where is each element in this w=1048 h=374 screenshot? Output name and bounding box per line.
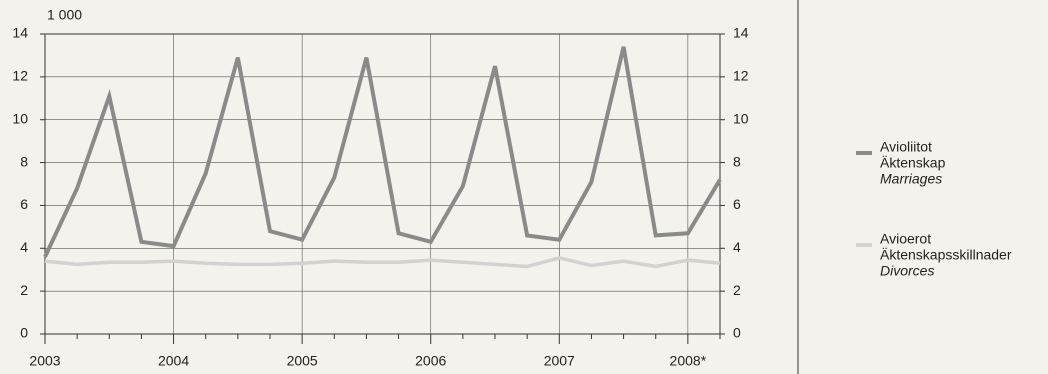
x-tick-label: 2005	[287, 353, 318, 369]
y2-tick-label: 0	[733, 325, 741, 341]
series-line	[44, 256, 721, 269]
y2-tick-label: 10	[733, 110, 749, 126]
x-tick-label: 2006	[415, 353, 446, 369]
y-tick-label: 8	[20, 153, 28, 169]
unit-label: 1 000	[47, 7, 82, 23]
plot-frame	[44, 33, 721, 335]
y2-tick-label: 2	[733, 282, 741, 298]
legend-label: Avioerot	[880, 231, 931, 247]
legend-label: Avioliitot	[880, 139, 932, 155]
x-tick-label: 2003	[29, 353, 60, 369]
legend-label: Divorces	[880, 263, 934, 279]
y-tick-label: 10	[12, 110, 28, 126]
y-tick-label: 2	[20, 282, 28, 298]
x-tick-label: 2008*	[670, 353, 707, 369]
y2-tick-label: 8	[733, 153, 741, 169]
y-tick-label: 0	[20, 325, 28, 341]
legend-label: Äktenskapsskillnader	[880, 247, 1012, 263]
series-line	[43, 46, 722, 258]
legend-label: Äktenskap	[880, 155, 946, 171]
y2-tick-label: 14	[733, 25, 749, 41]
y2-tick-label: 6	[733, 196, 741, 212]
y-tick-label: 12	[12, 68, 28, 84]
y-tick-label: 6	[20, 196, 28, 212]
y-tick-label: 14	[12, 25, 28, 41]
x-tick-label: 2007	[544, 353, 575, 369]
x-tick-label: 2004	[158, 353, 189, 369]
legend-label: Marriages	[880, 171, 942, 187]
y2-tick-label: 12	[733, 68, 749, 84]
y2-tick-label: 4	[733, 239, 741, 255]
y-tick-label: 4	[20, 239, 28, 255]
